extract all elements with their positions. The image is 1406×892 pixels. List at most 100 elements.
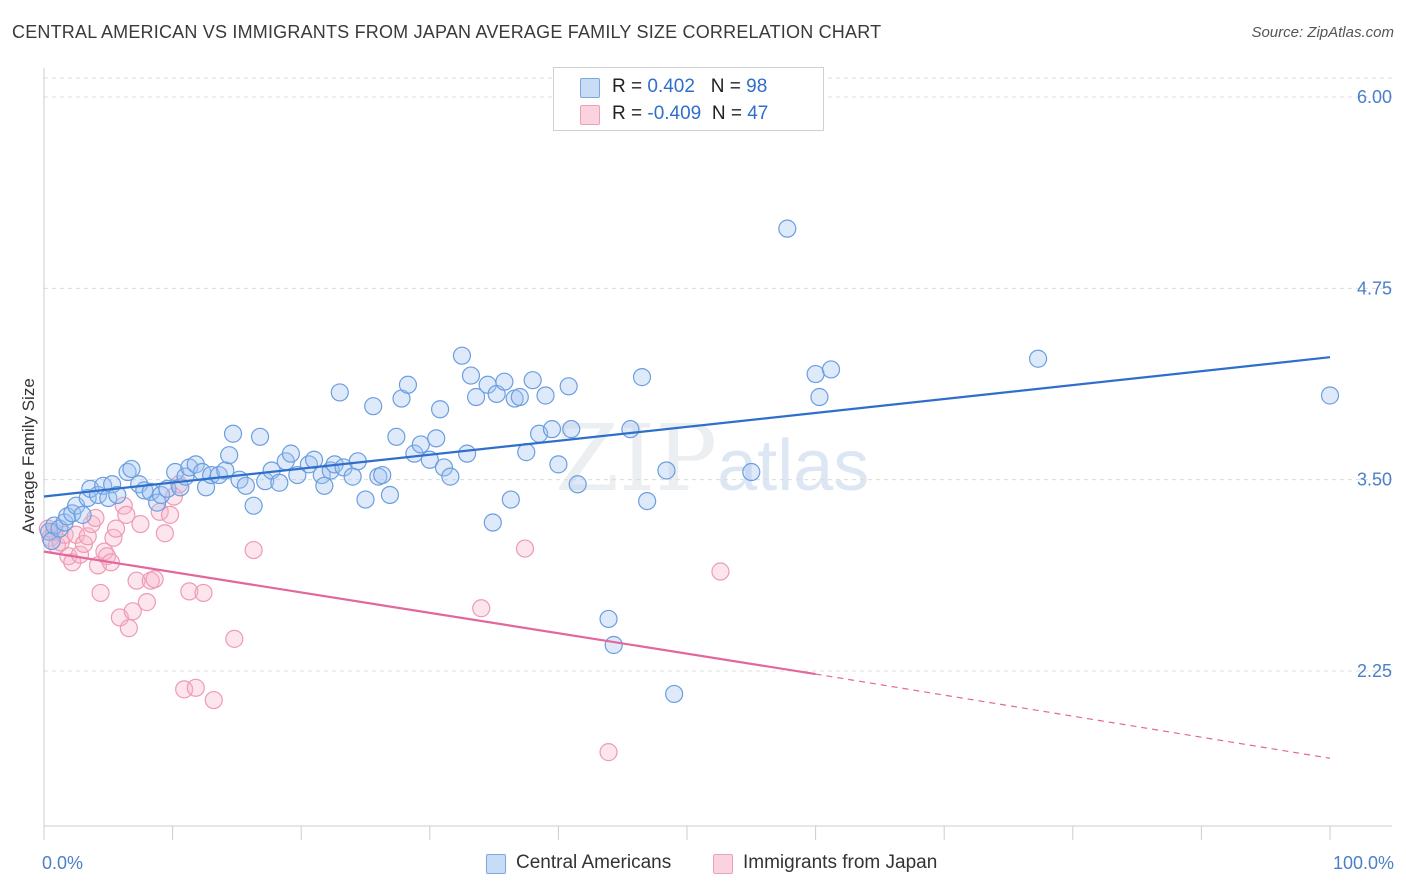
bottom-legend-label: Central Americans (516, 852, 672, 873)
data-point-central-american (315, 476, 334, 495)
legend-n-value: 47 (747, 103, 769, 124)
data-point-central-american (1028, 349, 1048, 368)
legend-n-value: 98 (746, 76, 768, 97)
data-point-central-american (821, 360, 841, 379)
legend-n-label: N = (710, 76, 747, 97)
data-point-central-american (549, 455, 568, 474)
data-point-japan (91, 583, 110, 603)
bottom-legend-immigrants-japan: Immigrants from Japan (713, 852, 937, 874)
legend-r-label: R = (612, 103, 648, 124)
legend-row-immigrants-japan: R = -0.409 N = 47 (612, 103, 768, 125)
legend-r-label: R = (612, 76, 648, 97)
data-point-central-american (209, 465, 228, 485)
data-point-central-american (434, 458, 454, 477)
data-point-central-american (216, 461, 235, 480)
data-point-japan (515, 539, 535, 558)
data-point-central-american (387, 427, 406, 446)
bottom-legend-central-americans: Central Americans (486, 852, 671, 874)
data-point-japan (194, 583, 213, 603)
data-point-japan (127, 571, 146, 590)
trendline-japan-extrapolated (815, 673, 1331, 759)
data-point-central-american (108, 485, 127, 505)
data-point-central-american (657, 461, 676, 480)
data-point-central-american (281, 444, 301, 463)
data-point-central-american (810, 387, 829, 407)
data-point-japan (711, 562, 730, 581)
x-tick-label: 100.0% (1333, 853, 1394, 873)
data-point-central-american (356, 490, 375, 509)
data-point-central-american (236, 476, 256, 495)
stats-legend: R = 0.402 N = 98 R = -0.409 N = 47 (553, 67, 824, 131)
data-point-central-american (122, 459, 141, 479)
data-point-central-american (461, 366, 481, 385)
data-point-japan (131, 514, 150, 534)
y-tick-label: 4.75 (1357, 278, 1392, 298)
data-point-central-american (45, 516, 64, 535)
data-point-central-american (742, 462, 761, 482)
data-point-central-american (632, 368, 652, 387)
data-point-central-american (621, 420, 640, 439)
data-point-central-american (599, 609, 618, 629)
data-point-japan (119, 619, 138, 638)
data-point-japan (160, 505, 180, 524)
data-point-central-american (778, 219, 797, 238)
data-point-central-american (430, 400, 450, 419)
data-point-central-american (542, 420, 562, 439)
y-tick-label: 6.00 (1357, 87, 1392, 107)
legend-r-value: -0.409 (647, 103, 702, 124)
data-point-japan (244, 540, 263, 560)
data-point-central-american (270, 473, 289, 492)
data-point-central-american (343, 467, 362, 486)
legend-n-label: N = (711, 103, 748, 124)
data-point-japan (145, 570, 164, 589)
data-point-japan (155, 524, 174, 543)
data-point-japan (472, 599, 491, 618)
legend-swatch-central-americans (580, 78, 600, 98)
data-point-japan (186, 678, 205, 697)
data-point-central-american (220, 446, 239, 465)
data-point-central-american (73, 505, 92, 524)
bottom-legend-label: Immigrants from Japan (743, 852, 938, 873)
y-tick-label: 2.25 (1357, 661, 1392, 681)
data-point-central-american (562, 420, 581, 439)
data-point-central-american (223, 424, 243, 443)
data-point-central-american (1320, 386, 1340, 405)
data-point-central-american (330, 383, 349, 402)
data-point-central-american (638, 491, 657, 511)
data-point-central-american (244, 496, 263, 515)
y-axis-title: Average Family Size (19, 378, 38, 534)
watermark-atlas: atlas (717, 426, 870, 506)
bottom-swatch-immigrants-japan (713, 854, 733, 874)
data-point-central-american (373, 465, 392, 485)
data-point-central-american (452, 346, 472, 365)
legend-row-central-americans: R = 0.402 N = 98 (612, 76, 767, 98)
data-point-central-american (495, 372, 514, 391)
y-tick-label: 3.50 (1357, 470, 1392, 490)
data-point-japan (67, 525, 86, 544)
data-point-central-american (288, 465, 307, 485)
data-point-japan (180, 582, 199, 601)
data-point-central-american (457, 444, 477, 463)
data-point-central-american (483, 513, 502, 532)
data-point-central-american (411, 435, 430, 454)
legend-swatch-immigrants-japan (580, 105, 600, 125)
data-point-central-american (364, 397, 383, 416)
trendline-central-americans (43, 356, 1331, 498)
data-point-japan (175, 680, 194, 699)
data-point-japan (63, 553, 82, 572)
data-point-central-american (665, 684, 684, 704)
legend-r-value: 0.402 (647, 76, 695, 97)
data-point-japan (599, 743, 618, 762)
data-point-japan (106, 519, 126, 538)
data-point-central-american (466, 387, 486, 407)
data-point-central-american (517, 443, 536, 462)
data-point-central-american (441, 467, 460, 486)
data-point-central-american (501, 490, 520, 509)
data-point-japan (123, 602, 142, 621)
trendline-japan (43, 550, 816, 676)
chart-title: CENTRAL AMERICAN VS IMMIGRANTS FROM JAPA… (12, 22, 882, 42)
data-point-central-american (806, 364, 825, 384)
x-tick-label: 0.0% (42, 853, 83, 873)
data-point-central-american (510, 387, 529, 407)
